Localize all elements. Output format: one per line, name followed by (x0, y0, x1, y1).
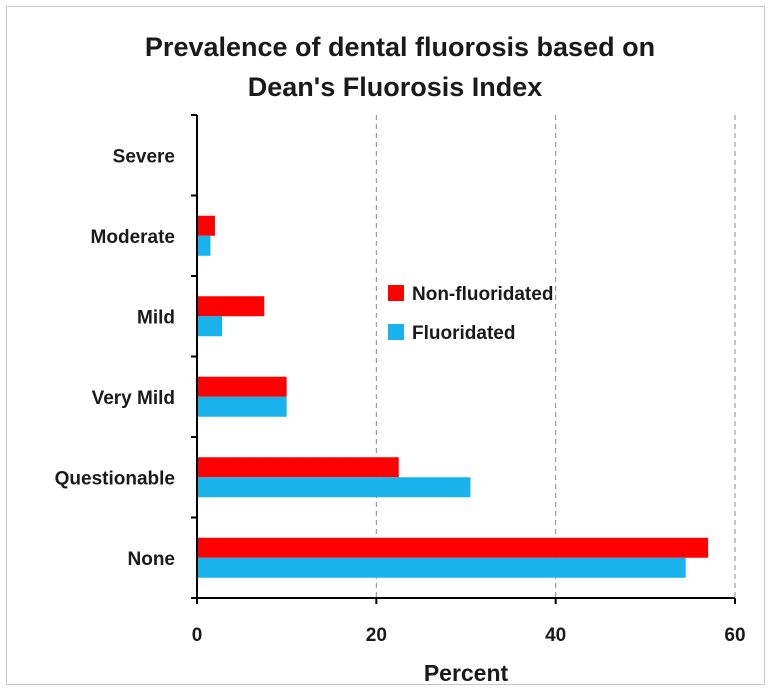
bar-non-fluoridated-none (197, 537, 709, 558)
bar-fluoridated-very-mild (197, 396, 287, 417)
bar-non-fluoridated-very-mild (197, 376, 287, 397)
y-category-label-very-mild: Very Mild (92, 388, 175, 409)
x-axis-title: Percent (424, 660, 509, 686)
y-category-label-mild: Mild (137, 307, 175, 328)
bar-non-fluoridated-moderate (197, 215, 215, 236)
bar-fluoridated-none (197, 557, 686, 578)
legend: Non-fluoridated Fluoridated (388, 284, 553, 344)
bar-non-fluoridated-mild (197, 296, 265, 317)
legend-swatch-fluoridated (388, 324, 404, 340)
grid-lines (375, 115, 736, 598)
bars (197, 215, 709, 578)
bar-fluoridated-moderate (197, 235, 211, 256)
legend-label-non-fluoridated: Non-fluoridated (412, 284, 553, 305)
axes: 0 20 40 60 Severe Moderate Mild Very Mild Questi… (55, 114, 746, 646)
legend-label-fluoridated: Fluoridated (412, 323, 515, 344)
chart-title-line-1: Prevalence of dental fluorosis based on (145, 32, 655, 62)
y-category-label-questionable: Questionable (55, 468, 175, 489)
y-category-label-severe: Severe (113, 146, 175, 167)
bar-non-fluoridated-questionable (197, 457, 399, 478)
bar-fluoridated-mild (197, 316, 223, 337)
y-category-label-moderate: Moderate (91, 227, 175, 248)
x-tick-label-0: 0 (192, 625, 203, 646)
x-tick-label-40: 40 (545, 625, 566, 646)
x-tick-label-20: 20 (366, 625, 387, 646)
y-category-label-none: None (128, 549, 176, 570)
x-tick-label-60: 60 (724, 625, 745, 646)
legend-swatch-non-fluoridated (388, 285, 404, 301)
bar-fluoridated-questionable (197, 477, 471, 498)
chart-title-line-2: Dean's Fluorosis Index (248, 72, 543, 102)
